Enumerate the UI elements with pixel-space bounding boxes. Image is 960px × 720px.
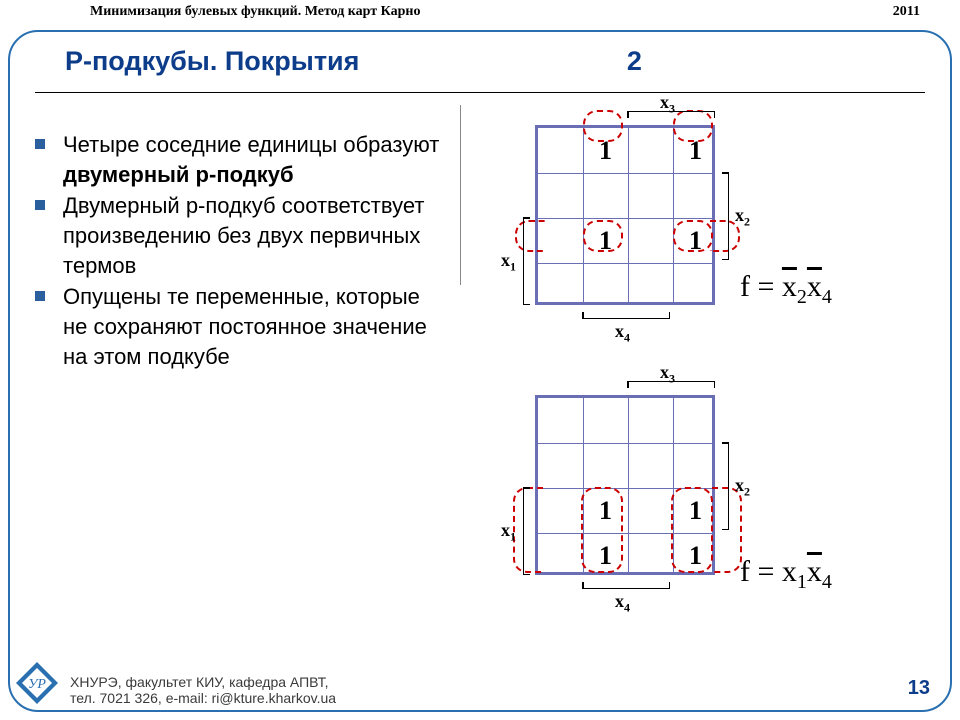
term: x: [807, 555, 822, 588]
dash-group: [673, 220, 713, 252]
bullet-item: Четыре соседние единицы образуют двумерн…: [35, 130, 445, 189]
header-left: Минимизация булевых функций. Метод карт …: [90, 4, 420, 20]
page-number: 13: [908, 677, 930, 700]
title-divider: [35, 92, 925, 93]
eq: =: [750, 555, 782, 588]
label-x4: x4: [615, 321, 630, 346]
kmap1-grid: 1 1 1 1: [535, 125, 715, 305]
vertical-divider: [460, 105, 461, 285]
bullet-icon: [35, 291, 45, 301]
karnaugh-map-2: 1 1 1 1 x3 x2 x1 x4: [535, 395, 715, 575]
dash-group: [671, 487, 713, 573]
slide-title: Р-подкубы. Покрытия 2: [65, 46, 642, 77]
karnaugh-map-1: 1 1 1 1 x3 x2 x1 x4: [535, 125, 715, 305]
bullet-text-bold: двумерный р-подкуб: [63, 162, 294, 187]
diagrams-area: 1 1 1 1 x3 x2 x1 x4 f = x2x4: [480, 105, 920, 645]
bullet-text: Опущены те переменные, которые не сохран…: [63, 282, 445, 371]
term: x: [782, 270, 797, 303]
f: f: [740, 270, 750, 303]
dash-group: [581, 487, 623, 573]
label-x3: x3: [660, 362, 675, 387]
eq: =: [750, 270, 782, 303]
brace-x4: [582, 583, 670, 589]
footer-line2: тел. 7021 326, e-mail: ri@kture.kharkov.…: [70, 690, 336, 706]
title-main: Р-подкубы. Покрытия: [65, 46, 359, 76]
bullet-text: Двумерный р-подкуб соответствует произве…: [63, 191, 445, 280]
label-x2: x2: [735, 205, 750, 230]
header-right: 2011: [893, 4, 920, 20]
header-top: Минимизация булевых функций. Метод карт …: [90, 4, 920, 20]
bullet-item: Двумерный р-подкуб соответствует произве…: [35, 191, 445, 280]
label-x4: x4: [615, 591, 630, 616]
bullet-list: Четыре соседние единицы образуют двумерн…: [35, 130, 445, 374]
term: x: [782, 555, 797, 588]
dash-group: [583, 110, 623, 142]
bullet-text: Четыре соседние единицы образуют двумерн…: [63, 130, 445, 189]
brace-x4: [582, 313, 670, 319]
footer: ХНУРЭ, факультет КИУ, кафедра АПВТ, тел.…: [70, 674, 336, 706]
sub: 1: [797, 571, 807, 593]
dash-group: [515, 220, 545, 252]
dash-group: [583, 220, 623, 252]
brace-x1: [523, 217, 529, 305]
sub: 2: [797, 286, 807, 308]
brace-x1: [523, 487, 529, 575]
bullet-icon: [35, 200, 45, 210]
f: f: [740, 555, 750, 588]
label-x1: x1: [501, 520, 516, 545]
sub: 4: [822, 571, 832, 593]
svg-text:УР: УР: [28, 677, 46, 692]
bullet-icon: [35, 139, 45, 149]
label-x1: x1: [501, 250, 516, 275]
term: x: [807, 270, 822, 303]
logo-icon: УР: [14, 660, 60, 706]
bullet-text-pre: Четыре соседние единицы образуют: [63, 132, 439, 157]
formula-2: f = x1x4: [740, 555, 832, 594]
brace-x2: [723, 442, 729, 530]
label-x2: x2: [735, 475, 750, 500]
sub: 4: [822, 286, 832, 308]
label-x3: x3: [660, 92, 675, 117]
formula-1: f = x2x4: [740, 270, 832, 309]
brace-x2: [723, 172, 729, 260]
footer-line1: ХНУРЭ, факультет КИУ, кафедра АПВТ,: [70, 674, 336, 690]
title-num: 2: [627, 46, 642, 76]
bullet-item: Опущены те переменные, которые не сохран…: [35, 282, 445, 371]
